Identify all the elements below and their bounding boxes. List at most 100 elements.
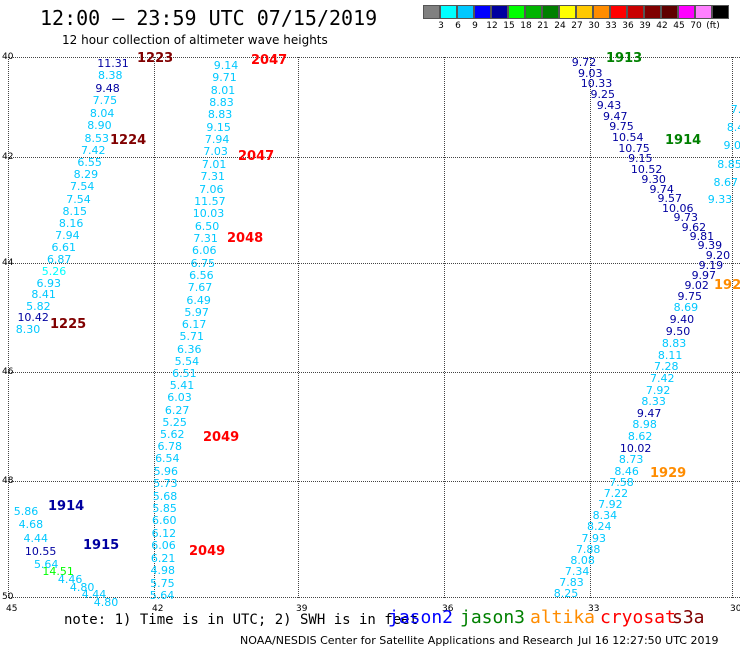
- swh-value: 5.64: [149, 589, 175, 602]
- grid-line-vertical: [444, 57, 445, 598]
- swh-value: 9.19: [698, 259, 724, 273]
- color-scale-label: 45: [673, 21, 685, 31]
- pass-time-label: 1915: [83, 538, 120, 553]
- swh-value: 9.40: [669, 313, 695, 327]
- swh-value: 4.80: [69, 580, 95, 594]
- satellite-legend-jason2: jason2: [388, 607, 454, 628]
- swh-value: 7.34: [564, 564, 590, 578]
- swh-value: 6.87: [46, 253, 72, 267]
- swh-value: 7.: [730, 103, 740, 116]
- color-swatch: [712, 5, 729, 19]
- swh-value: 9.15: [206, 120, 231, 134]
- swh-value: 10.75: [618, 141, 650, 155]
- pass-time-label: 2048: [227, 231, 264, 246]
- swh-value: 5.64: [33, 557, 59, 571]
- swh-value: 9.57: [657, 192, 682, 206]
- color-scale-label: 18: [520, 21, 532, 31]
- pass-time-label: 1914: [665, 133, 702, 148]
- swh-value: 7.54: [69, 180, 95, 194]
- color-swatch: [457, 5, 474, 19]
- swh-value: 5.73: [153, 477, 178, 491]
- grid-line-vertical: [8, 57, 9, 598]
- color-scale-label: 36: [622, 21, 634, 31]
- y-axis-label: 46: [2, 367, 14, 377]
- swh-value: 7.67: [187, 281, 213, 295]
- color-scale-label: 70: [690, 21, 702, 31]
- swh-value: 9.02: [684, 279, 709, 293]
- swh-value: 6.78: [157, 440, 183, 454]
- pass-time-label: 1929: [650, 466, 687, 481]
- swh-value: 7.06: [199, 182, 224, 196]
- swh-value: 7.94: [204, 133, 230, 147]
- color-swatch: [440, 5, 457, 19]
- swh-value: 8.24: [587, 520, 612, 534]
- swh-value: 5.54: [174, 354, 200, 368]
- color-swatch: [423, 5, 440, 19]
- y-axis-label: 48: [2, 476, 14, 486]
- swh-value: 9.0: [723, 139, 740, 153]
- swh-value: 8.69: [673, 301, 699, 315]
- swh-value: 8.4: [726, 121, 740, 135]
- grid-line-vertical: [732, 57, 733, 598]
- color-swatch: [644, 5, 661, 19]
- swh-value: 6.60: [152, 514, 177, 528]
- color-scale-label: 3: [438, 21, 444, 31]
- color-scale-label: 24: [554, 21, 566, 31]
- color-swatch: [559, 5, 576, 19]
- color-scale-label: 27: [571, 21, 583, 31]
- swh-value: 9.72: [571, 56, 597, 69]
- pass-time-label: 1914: [48, 499, 85, 514]
- swh-value: 7.42: [81, 143, 106, 157]
- swh-value: 7.92: [645, 383, 671, 397]
- swh-value: 9.15: [628, 152, 653, 166]
- swh-value: 5.26: [41, 264, 67, 278]
- color-swatch: [695, 5, 712, 19]
- swh-value: 6.75: [190, 256, 216, 270]
- grid-line-horizontal: [8, 481, 740, 482]
- credit-line: NOAA/NESDIS Center for Satellite Applica…: [240, 634, 574, 647]
- swh-value: 7.93: [581, 531, 606, 545]
- swh-value: 10.33: [580, 77, 613, 91]
- swh-value: 9.73: [673, 211, 699, 225]
- grid-line-horizontal: [8, 157, 740, 158]
- swh-value: 4.44: [23, 531, 48, 545]
- swh-value: 6.50: [194, 219, 220, 233]
- swh-value: 7.22: [603, 487, 629, 501]
- swh-value: 10.02: [619, 441, 652, 455]
- swh-value: 9.74: [649, 182, 674, 196]
- pass-time-label: 2047: [238, 149, 275, 164]
- y-axis-label: 42: [2, 152, 14, 162]
- swh-value: 5.62: [159, 427, 185, 441]
- pass-time-label: 2047: [251, 53, 288, 68]
- swh-value: 8.85: [717, 157, 740, 171]
- swh-value: 5.96: [153, 464, 179, 478]
- swh-value: 9.47: [603, 109, 628, 123]
- swh-value: 5.71: [179, 330, 204, 344]
- swh-value: 8.83: [209, 96, 234, 110]
- color-swatch: [491, 5, 508, 19]
- x-axis-label: 45: [6, 604, 18, 614]
- swh-value: 5.68: [152, 489, 178, 503]
- pass-time-label: 1223: [137, 51, 174, 66]
- swh-value: 6.17: [181, 318, 207, 332]
- swh-value: 9.14: [213, 59, 239, 72]
- color-swatch: [474, 5, 491, 19]
- swh-value: 6.06: [192, 244, 217, 258]
- swh-value: 6.49: [186, 293, 211, 307]
- swh-value: 8.25: [553, 587, 579, 600]
- swh-value: 7.28: [653, 360, 679, 374]
- grid-line-horizontal: [8, 263, 740, 264]
- x-axis-label: 33: [588, 604, 600, 614]
- swh-value: 6.12: [151, 526, 177, 540]
- x-axis-label: 30: [730, 604, 740, 614]
- page-subtitle: 12 hour collection of altimeter wave hei…: [62, 33, 328, 47]
- swh-value: 6.54: [155, 452, 180, 466]
- swh-value: 8.83: [661, 336, 687, 350]
- swh-value: 7.92: [598, 498, 623, 512]
- swh-value: 8.15: [62, 204, 88, 218]
- swh-value: 7.42: [650, 372, 675, 386]
- page-title: 12:00 – 23:59 UTC 07/15/2019: [40, 6, 378, 30]
- swh-value: 6.27: [164, 403, 190, 417]
- satellite-legend-jason3: jason3: [460, 607, 526, 628]
- swh-value: 7.83: [559, 575, 584, 589]
